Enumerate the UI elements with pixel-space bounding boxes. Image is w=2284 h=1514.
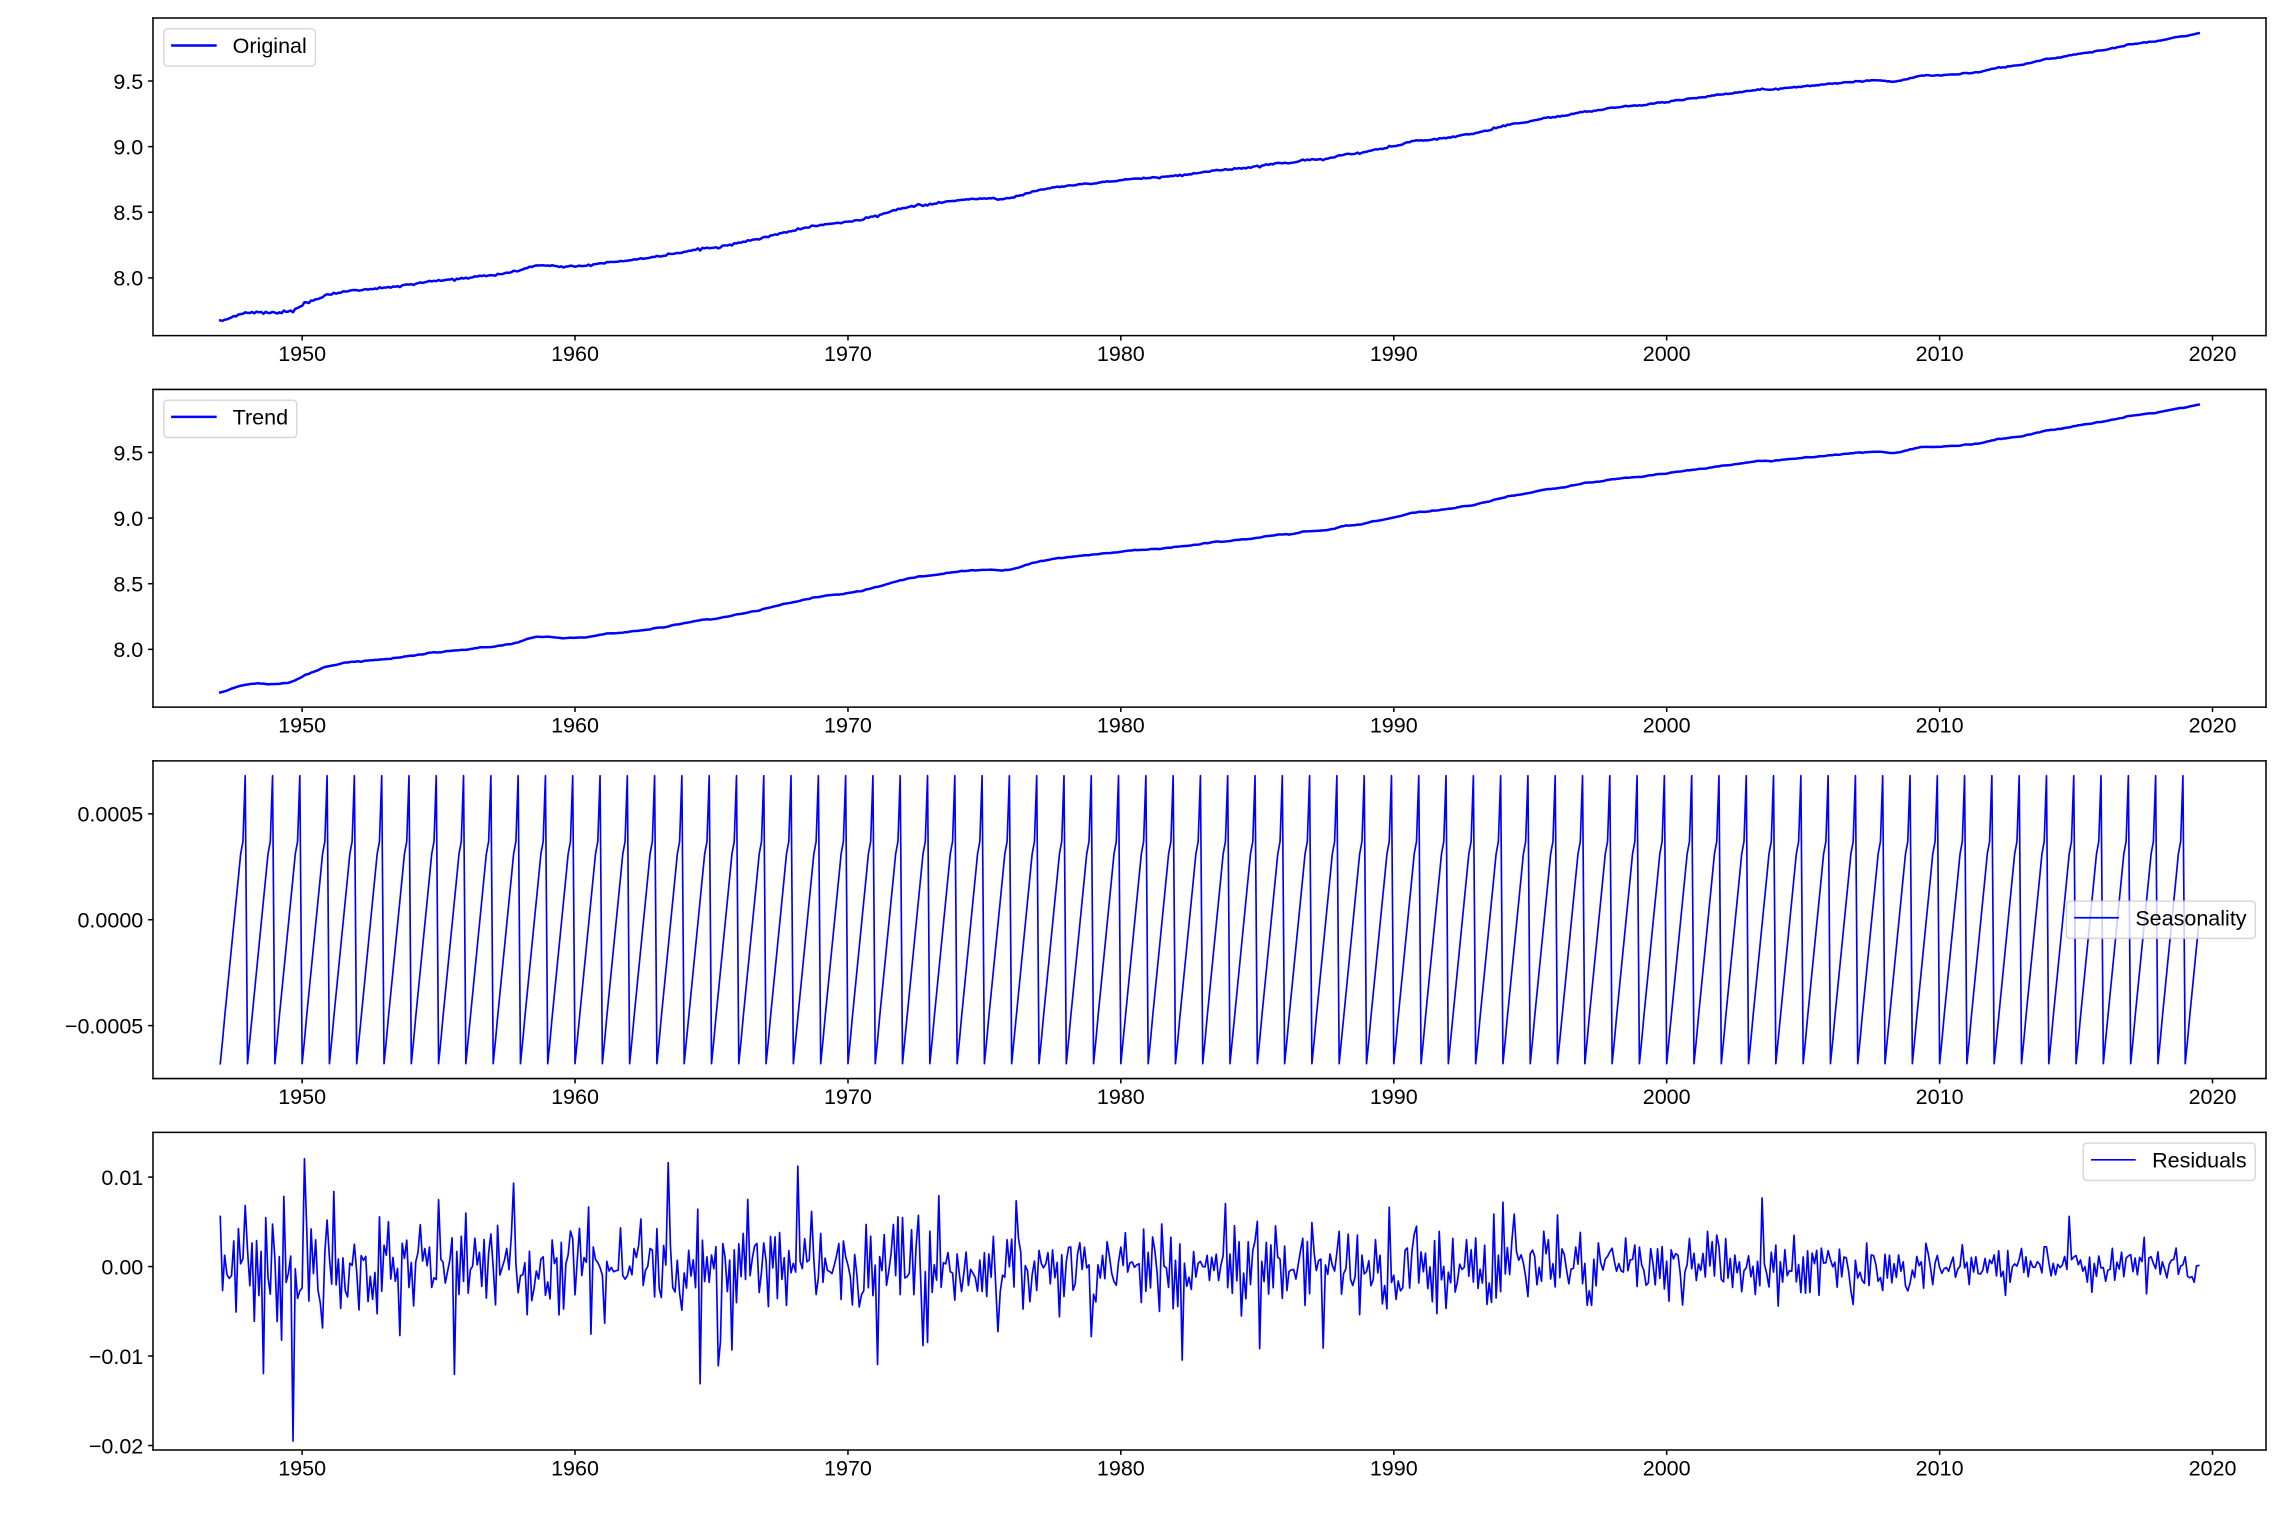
- svg-text:2010: 2010: [1916, 1085, 1964, 1109]
- svg-text:1970: 1970: [824, 1085, 872, 1109]
- svg-text:Residuals: Residuals: [2152, 1148, 2246, 1172]
- svg-text:1980: 1980: [1097, 1085, 1145, 1109]
- svg-text:2010: 2010: [1916, 342, 1964, 366]
- svg-text:9.0: 9.0: [113, 135, 143, 159]
- svg-text:1960: 1960: [551, 713, 599, 737]
- svg-text:1980: 1980: [1097, 342, 1145, 366]
- svg-text:1970: 1970: [824, 1456, 872, 1480]
- svg-text:Seasonality: Seasonality: [2135, 906, 2246, 930]
- svg-text:8.5: 8.5: [113, 573, 143, 597]
- svg-text:1990: 1990: [1370, 713, 1418, 737]
- svg-text:−0.02: −0.02: [89, 1434, 143, 1458]
- svg-text:1980: 1980: [1097, 1456, 1145, 1480]
- svg-text:1990: 1990: [1370, 1085, 1418, 1109]
- svg-text:2000: 2000: [1643, 1456, 1691, 1480]
- svg-text:8.0: 8.0: [113, 267, 143, 291]
- svg-text:1960: 1960: [551, 1456, 599, 1480]
- svg-text:1960: 1960: [551, 342, 599, 366]
- svg-text:Trend: Trend: [233, 405, 288, 429]
- svg-text:1990: 1990: [1370, 1456, 1418, 1480]
- svg-text:9.0: 9.0: [113, 507, 143, 531]
- svg-text:Original: Original: [233, 34, 307, 58]
- svg-text:1970: 1970: [824, 713, 872, 737]
- svg-text:0.0000: 0.0000: [77, 909, 143, 933]
- svg-text:0.00: 0.00: [101, 1255, 143, 1279]
- svg-text:1960: 1960: [551, 1085, 599, 1109]
- svg-text:1970: 1970: [824, 342, 872, 366]
- svg-text:2000: 2000: [1643, 1085, 1691, 1109]
- svg-text:2010: 2010: [1916, 1456, 1964, 1480]
- svg-text:9.5: 9.5: [113, 441, 143, 465]
- svg-text:2020: 2020: [2189, 1456, 2237, 1480]
- svg-text:1950: 1950: [278, 1085, 326, 1109]
- svg-text:1990: 1990: [1370, 342, 1418, 366]
- svg-text:2000: 2000: [1643, 342, 1691, 366]
- svg-text:0.0005: 0.0005: [77, 803, 143, 827]
- svg-text:−0.01: −0.01: [89, 1345, 143, 1369]
- svg-text:1950: 1950: [278, 1456, 326, 1480]
- svg-text:2020: 2020: [2189, 342, 2237, 366]
- svg-text:1950: 1950: [278, 342, 326, 366]
- svg-text:2020: 2020: [2189, 1085, 2237, 1109]
- svg-text:2010: 2010: [1916, 713, 1964, 737]
- svg-text:8.5: 8.5: [113, 201, 143, 225]
- svg-text:1980: 1980: [1097, 713, 1145, 737]
- svg-text:2020: 2020: [2189, 713, 2237, 737]
- svg-text:8.0: 8.0: [113, 638, 143, 662]
- svg-text:−0.0005: −0.0005: [65, 1014, 143, 1038]
- svg-text:2000: 2000: [1643, 713, 1691, 737]
- svg-text:0.01: 0.01: [101, 1166, 143, 1190]
- svg-text:1950: 1950: [278, 713, 326, 737]
- svg-text:9.5: 9.5: [113, 70, 143, 94]
